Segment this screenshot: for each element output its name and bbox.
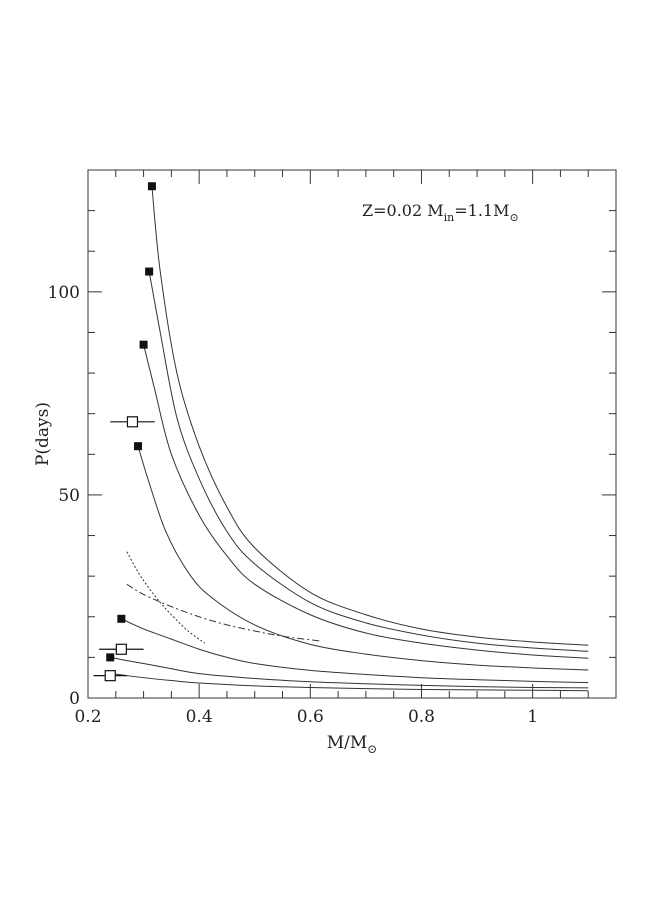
y-tick-label: 0 (69, 689, 80, 709)
annotation-symbol: ⊙ (509, 211, 518, 224)
filled-marker (117, 614, 126, 623)
filled-marker (145, 267, 154, 276)
annotation-middle: =1.1M (454, 201, 509, 220)
filled-marker (134, 442, 143, 451)
annotation-subscript: in (444, 211, 455, 224)
series-line-7 (110, 673, 589, 692)
x-tick-label: 0.2 (74, 707, 101, 727)
open-marker (126, 416, 139, 428)
x-tick-label: 1 (527, 707, 538, 727)
filled-marker (106, 653, 115, 662)
x-axis-title: M/M⊙ (327, 733, 378, 756)
open-marker (104, 670, 116, 682)
x-axis-title-text: M/M (327, 733, 368, 753)
series-line-6 (110, 656, 589, 689)
chart-annotation: Z=0.02 Min=1.1M⊙ (362, 201, 519, 224)
plot-frame (87, 169, 617, 699)
series-line-5 (121, 618, 589, 684)
y-axis-title: P(days) (33, 402, 53, 466)
x-tick-label: 0.8 (408, 707, 435, 727)
data-markers (93, 182, 156, 682)
annotation-prefix: Z=0.02 M (362, 201, 444, 220)
series-lines (110, 186, 589, 692)
filled-marker (139, 340, 148, 349)
series-line-3 (143, 344, 589, 659)
axis-ticks (87, 169, 617, 699)
filled-marker (147, 182, 156, 191)
x-tick-label: 0.4 (186, 707, 213, 727)
tick-labels: 0.2 0.4 0.6 0.8 1 0 50 100 (48, 283, 538, 727)
series-line-1 (151, 186, 589, 646)
series-line-2 (148, 271, 589, 652)
x-axis-title-symbol: ⊙ (367, 742, 377, 756)
open-marker (115, 643, 127, 655)
x-tick-label: 0.6 (297, 707, 324, 727)
dashed-line (126, 583, 322, 642)
dotted-line (126, 551, 206, 644)
y-tick-label: 50 (58, 486, 80, 506)
y-tick-label: 100 (48, 283, 80, 303)
series-line-4 (137, 446, 589, 671)
